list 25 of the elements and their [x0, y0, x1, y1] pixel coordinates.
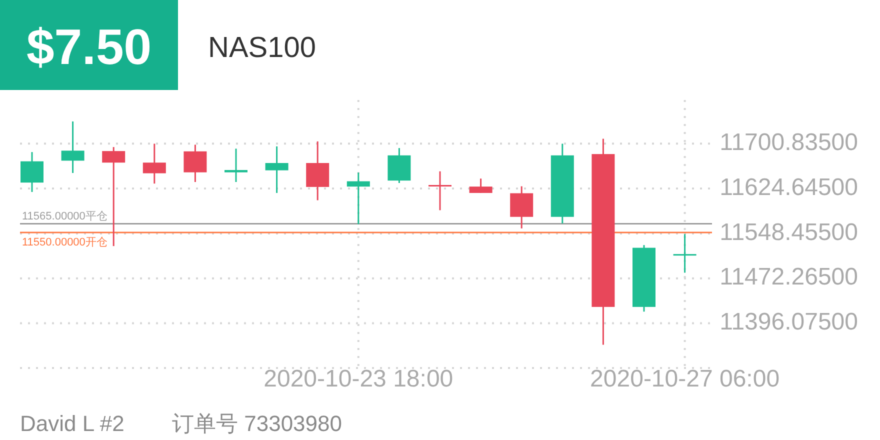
candlestick — [306, 140, 330, 201]
candlestick — [184, 144, 207, 183]
candlestick — [510, 186, 534, 230]
y-tick-label: 11700.83500 — [720, 129, 858, 156]
y-tick-label: 11624.64500 — [720, 174, 858, 201]
y-tick-label: 11396.07500 — [720, 308, 858, 336]
x-tick-label: 2020-10-27 06:00 — [590, 365, 780, 392]
candlestick — [20, 151, 44, 193]
ref-line-label: 11550.00000开仓 — [22, 236, 108, 249]
ref-line-label: 11565.00000平仓 — [22, 210, 108, 223]
candlestick — [142, 142, 166, 184]
candlestick — [224, 148, 248, 183]
x-tick-label: 2020-10-23 18:00 — [264, 365, 454, 392]
chart-title: NAS100 — [208, 32, 316, 64]
candlestick — [469, 178, 492, 194]
text: David L #2 — [20, 411, 124, 436]
text: 订单号 73303980 — [172, 411, 342, 436]
y-tick-label: 11548.45500 — [720, 218, 858, 246]
candlestick — [346, 172, 370, 225]
text: $7.50 — [26, 19, 152, 75]
candlestick — [673, 233, 696, 274]
candlestick — [428, 170, 452, 211]
candlestick — [61, 120, 84, 174]
y-tick-label: 11472.26500 — [720, 264, 858, 291]
candlestick — [265, 146, 288, 194]
